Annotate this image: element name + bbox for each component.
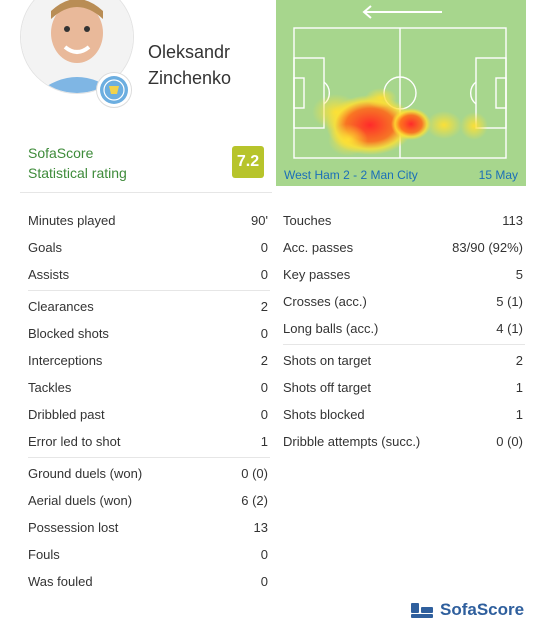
stat-row: Was fouled 0 [28,568,268,595]
stat-label: Long balls (acc.) [283,321,379,336]
stat-row: Error led to shot 1 [28,428,268,455]
stat-value: 0 [260,267,268,282]
stat-value: 0 [260,240,268,255]
section-divider [28,290,270,291]
left-arrow-icon [362,5,442,19]
stat-label: Acc. passes [283,240,354,255]
stat-row: Acc. passes 83/90 (92%) [283,234,523,261]
stat-row: Blocked shots 0 [28,320,268,347]
footer-brand: SofaScore [440,600,525,619]
stat-value: 0 [260,574,268,589]
stat-value: 90' [251,213,268,228]
stat-value: 6 (2) [241,493,268,508]
stat-label: Goals [28,240,62,255]
stat-label: Aerial duels (won) [28,493,133,508]
stat-label: Crosses (acc.) [283,294,367,309]
rating-badge: 7.2 [232,146,264,178]
stat-row: Dribble attempts (succ.) 0 (0) [283,428,523,455]
stat-label: Minutes played [28,213,116,228]
stat-label: Fouls [28,547,60,562]
stat-value: 0 [260,380,268,395]
stat-row: Fouls 0 [28,541,268,568]
stat-label: Was fouled [28,574,93,589]
stat-value: 113 [502,213,523,228]
stat-label: Possession lost [28,520,119,535]
stat-row: Interceptions 2 [28,347,268,374]
stat-value: 5 [515,267,523,282]
sofascore-logo-icon [411,603,433,618]
stat-value: 0 [260,547,268,562]
stat-label: Key passes [283,267,351,282]
stat-value: 0 [260,407,268,422]
stat-row: Ground duels (won) 0 (0) [28,460,268,487]
stat-row: Tackles 0 [28,374,268,401]
stat-row: Clearances 2 [28,293,268,320]
stat-label: Touches [283,213,332,228]
heat-zones [312,88,488,156]
stat-row: Shots blocked 1 [283,401,523,428]
stat-row: Aerial duels (won) 6 (2) [28,487,268,514]
stat-label: Dribble attempts (succ.) [283,434,421,449]
section-divider [283,344,525,345]
stat-value: 4 (1) [496,321,523,336]
section-divider [28,457,270,458]
rating-brand-label: SofaScore [28,145,94,161]
stat-row: Touches 113 [283,207,523,234]
stat-label: Shots blocked [283,407,365,422]
stat-row: Assists 0 [28,261,268,288]
stat-label: Assists [28,267,70,282]
stat-label: Dribbled past [28,407,105,422]
stat-value: 2 [515,353,523,368]
stat-row: Shots off target 1 [283,374,523,401]
header-divider [20,192,272,193]
stat-label: Error led to shot [28,434,121,449]
stat-row: Key passes 5 [283,261,523,288]
stat-value: 1 [515,380,523,395]
heatmap [276,0,526,186]
stat-value: 1 [260,434,268,449]
left-stats-column: Minutes played 90' Goals 0 Assists 0 Cleara… [28,207,270,595]
stat-label: Tackles [28,380,72,395]
stat-row: Dribbled past 0 [28,401,268,428]
stat-value: 83/90 (92%) [452,240,523,255]
stat-value: 5 (1) [496,294,523,309]
manchester-city-crest-icon [96,72,132,108]
stat-label: Shots on target [283,353,372,368]
stat-label: Blocked shots [28,326,109,341]
stat-value: 1 [515,407,523,422]
rating-description: Statistical rating [28,165,127,181]
stat-row: Possession lost 13 [28,514,268,541]
stat-value: 2 [260,353,268,368]
right-stats-column: Touches 113 Acc. passes 83/90 (92%) Key pa… [283,207,525,455]
stat-label: Shots off target [283,380,371,395]
match-date: 15 May [478,168,518,182]
stat-value: 2 [260,299,268,314]
stat-label: Interceptions [28,353,103,368]
stat-row: Shots on target 2 [283,347,523,374]
stat-label: Ground duels (won) [28,466,143,481]
match-name[interactable]: West Ham 2 - 2 Man City [284,168,418,182]
stat-value: 0 (0) [496,434,523,449]
stat-label: Clearances [28,299,94,314]
stat-value: 0 (0) [241,466,268,481]
stat-row: Crosses (acc.) 5 (1) [283,288,523,315]
stat-row: Long balls (acc.) 4 (1) [283,315,523,342]
player-first-name: Oleksandr [148,42,231,62]
player-last-name: Zinchenko [148,68,232,88]
stat-value: 0 [260,326,268,341]
stat-value: 13 [253,520,268,535]
stat-row: Goals 0 [28,234,268,261]
sofascore-logo[interactable]: SofaScore [410,600,524,620]
stat-row: Minutes played 90' [28,207,268,234]
